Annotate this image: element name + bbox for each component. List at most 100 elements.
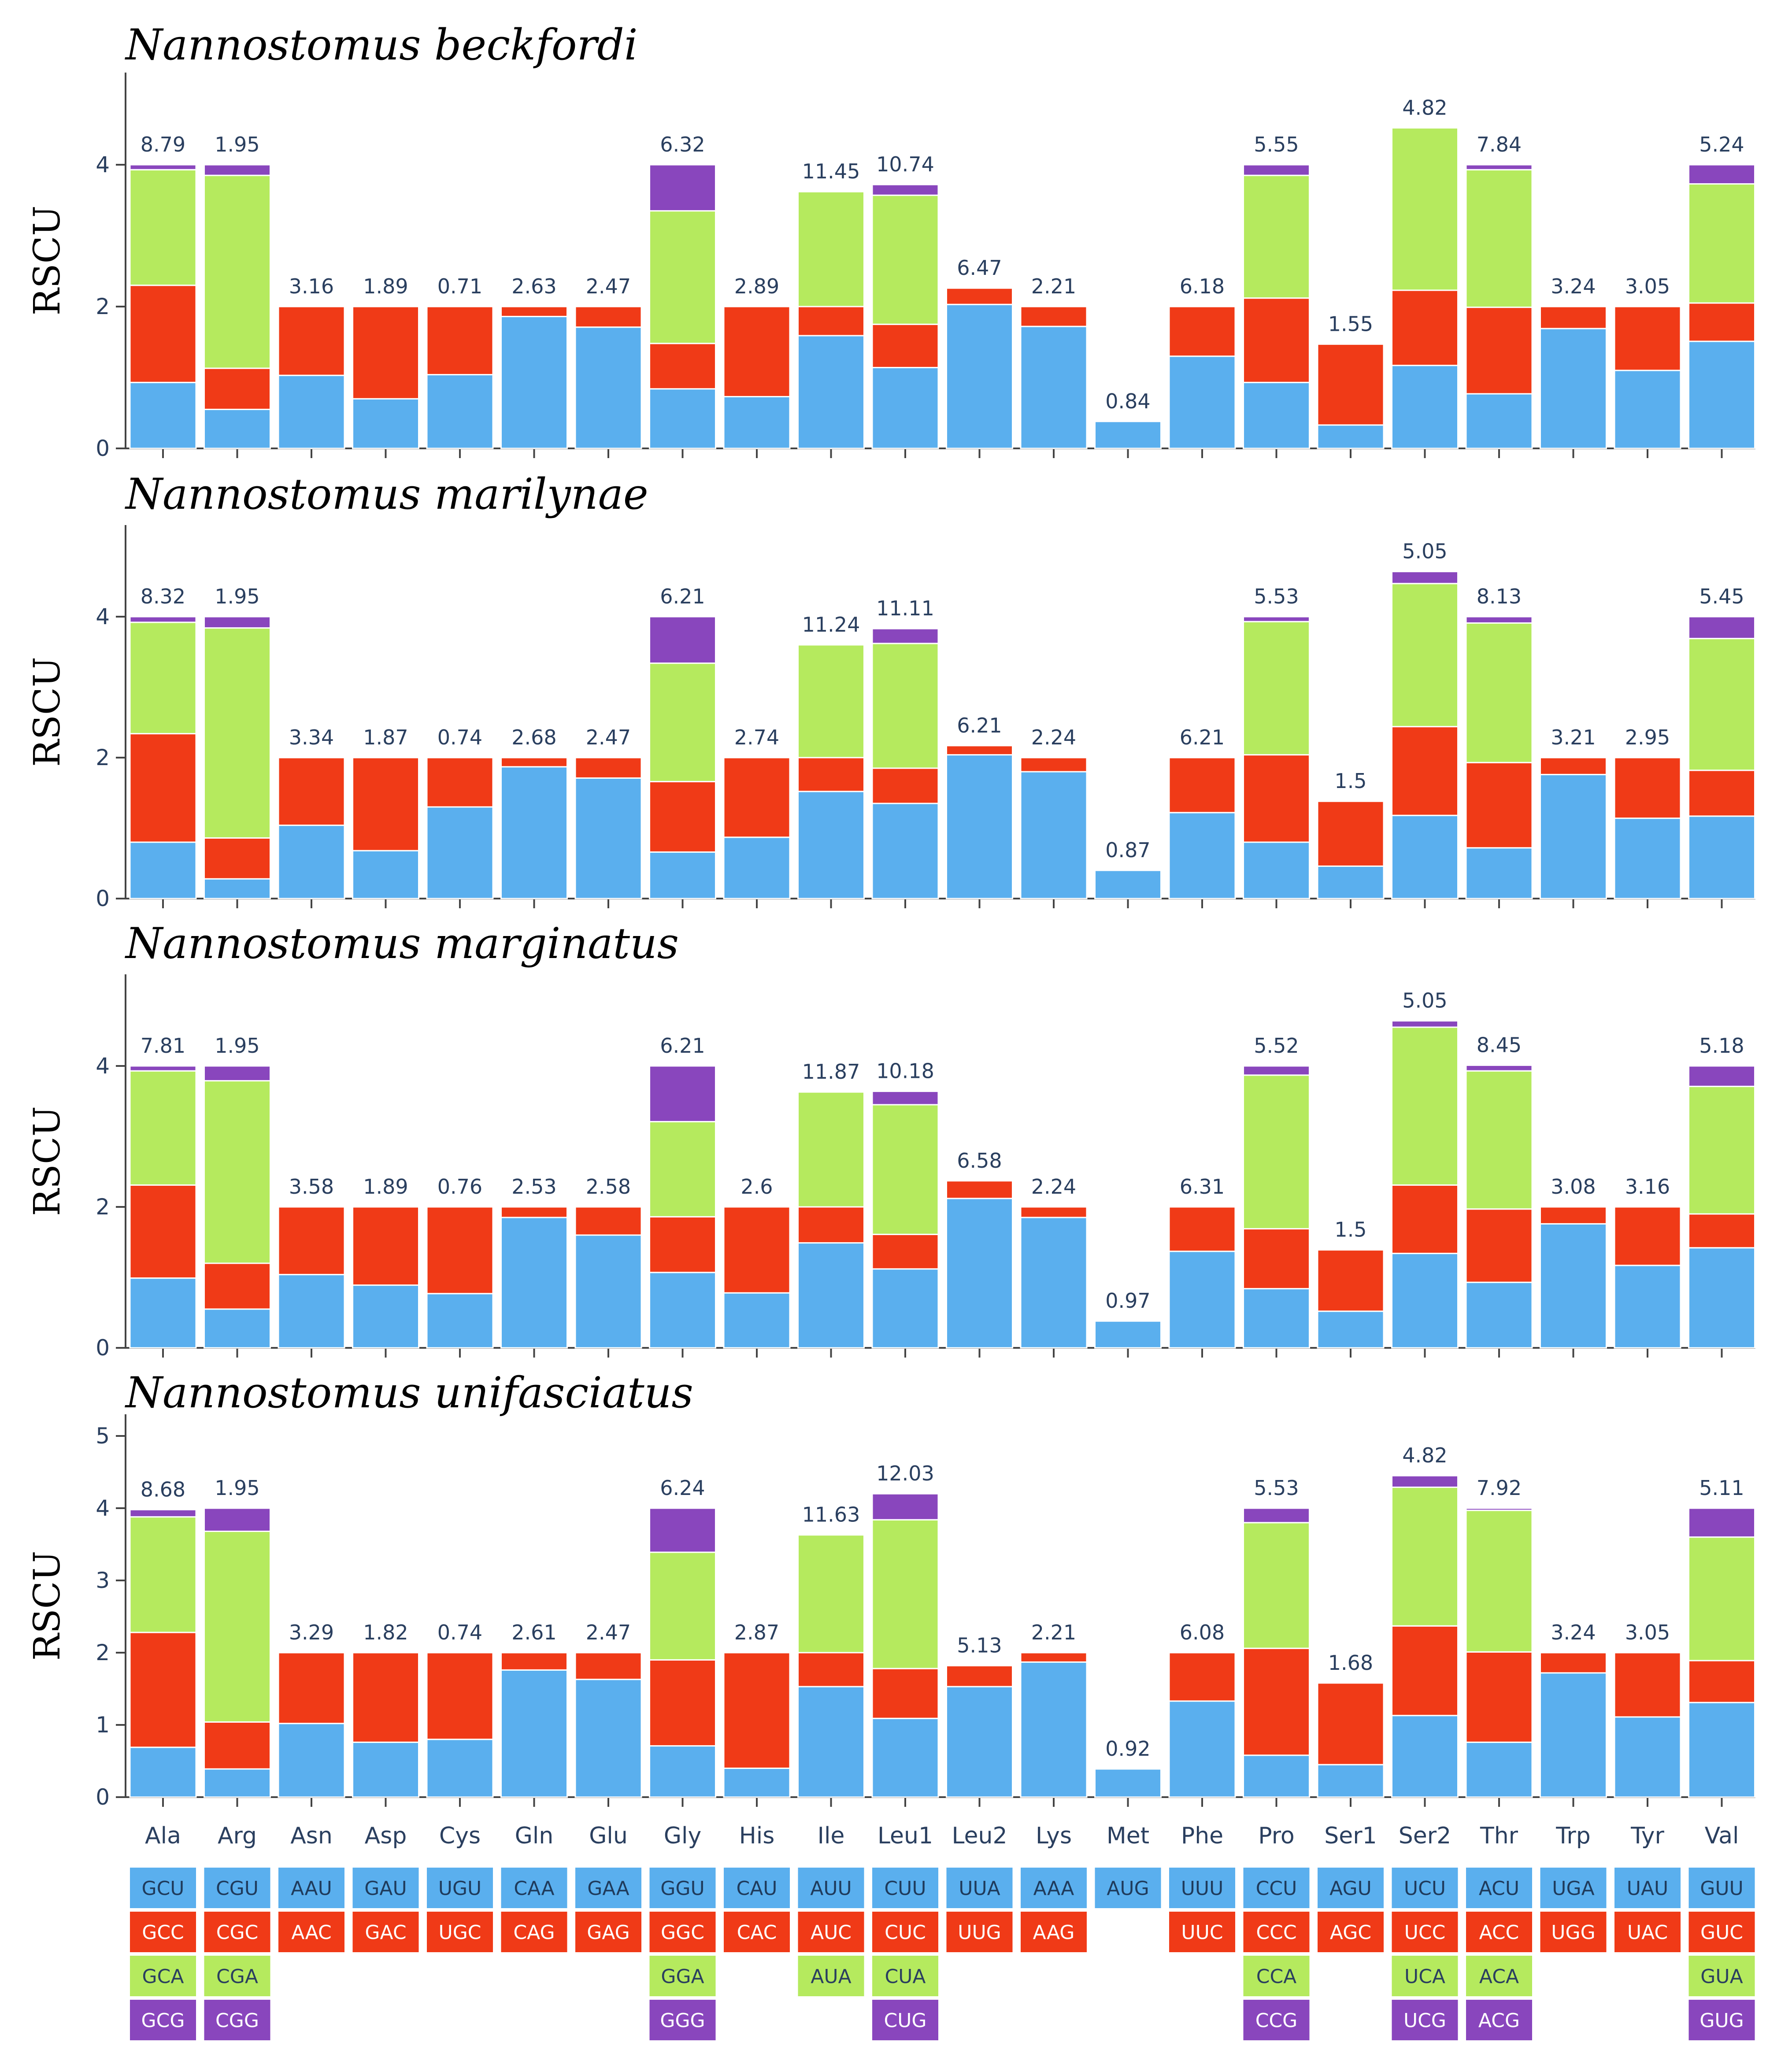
bar-segment-ucu — [1391, 365, 1459, 449]
bar-segment-gga — [649, 210, 716, 344]
bar-segment-uuc — [1168, 306, 1236, 357]
codon-box — [1466, 1912, 1532, 1952]
bar-segment-uac — [1614, 306, 1681, 371]
bar-segment-aac — [278, 1206, 345, 1276]
bar-segment-ucc — [1391, 289, 1459, 366]
bar-his: 2.6 — [723, 1175, 791, 1349]
bar-segment-cgc — [204, 1262, 271, 1310]
bar-segment-ucg — [1391, 571, 1459, 585]
codon-box — [872, 1912, 938, 1952]
bar-arg: 1.95 — [204, 585, 271, 899]
bar-segment-uug — [946, 1665, 1013, 1687]
bar-segment-gcu — [129, 1277, 197, 1349]
bar-segment-guu — [1688, 340, 1755, 449]
bar-segment-cag — [500, 1652, 568, 1671]
codon-label-aug: AUG — [1107, 1877, 1149, 1900]
bar-ile: 11.63 — [797, 1503, 865, 1798]
codon-box — [1169, 1912, 1235, 1952]
codon-box — [278, 1868, 344, 1908]
bar-segment-agc — [1317, 800, 1385, 867]
total-label: 11.87 — [802, 1060, 860, 1084]
bar-segment-cag — [500, 306, 568, 318]
total-label: 1.82 — [363, 1621, 408, 1644]
codon-box — [872, 1868, 938, 1908]
bar-segment-aca — [1465, 622, 1533, 763]
bar-segment-ggc — [649, 1659, 716, 1747]
bar-ala: 8.32 — [129, 585, 197, 899]
total-label: 5.55 — [1254, 133, 1299, 156]
bar-segment-gca — [129, 1070, 197, 1186]
x-tick-label-phe: Phe — [1181, 1823, 1223, 1849]
bar-segment-caa — [500, 316, 568, 449]
bar-segment-uua — [946, 754, 1013, 899]
bar-met: 0.84 — [1094, 389, 1162, 449]
codon-box — [1392, 1912, 1458, 1952]
codon-label-agu: AGU — [1329, 1877, 1372, 1900]
bar-segment-gcc — [129, 1632, 197, 1748]
bar-segment-cgg — [204, 164, 271, 176]
bar-segment-ucg — [1391, 1020, 1459, 1028]
bar-segment-cug — [871, 1493, 939, 1521]
codon-label-cau: CAU — [736, 1877, 777, 1900]
bar-segment-cca — [1243, 621, 1310, 756]
codon-label-cac: CAC — [737, 1921, 777, 1944]
bar-segment-agc — [1317, 1682, 1385, 1765]
bar-trp: 3.24 — [1540, 1621, 1607, 1798]
total-label: 2.6 — [741, 1175, 773, 1199]
y-tick-label: 0 — [96, 436, 110, 461]
total-label: 2.63 — [511, 274, 556, 298]
codon-label-acg: ACG — [1478, 2009, 1520, 2032]
bar-segment-acg — [1465, 1064, 1533, 1072]
total-label: 6.24 — [660, 1476, 705, 1500]
bar-phe: 6.08 — [1168, 1621, 1236, 1798]
bar-segment-aug — [1094, 1768, 1162, 1798]
total-label: 2.53 — [511, 1175, 556, 1199]
bar-segment-aag — [1020, 306, 1088, 327]
bar-met: 0.97 — [1094, 1289, 1162, 1349]
bar-segment-ugg — [1540, 757, 1607, 775]
codon-box — [1688, 2000, 1755, 2040]
total-label: 6.31 — [1180, 1175, 1225, 1199]
bar-segment-uca — [1391, 583, 1459, 728]
y-tick-label: 2 — [96, 1194, 110, 1220]
codon-label-gga: GGA — [661, 1965, 704, 1988]
bar-segment-uuc — [1168, 1206, 1236, 1252]
total-label: 5.24 — [1699, 133, 1744, 156]
bar-segment-acu — [1465, 1741, 1533, 1798]
bar-segment-cgu — [204, 1768, 271, 1798]
total-label: 2.21 — [1031, 274, 1076, 298]
codon-box — [1169, 1868, 1235, 1908]
bar-segment-uuc — [1168, 757, 1236, 814]
total-label: 11.63 — [802, 1503, 860, 1527]
bar-segment-aac — [278, 1652, 345, 1724]
bar-segment-aau — [278, 825, 345, 899]
bar-segment-aug — [1094, 870, 1162, 899]
bar-segment-acu — [1465, 847, 1533, 899]
bar-segment-acg — [1465, 164, 1533, 170]
bar-arg: 1.95 — [204, 133, 271, 449]
total-label: 7.84 — [1477, 133, 1522, 156]
bar-leu1: 11.11 — [871, 596, 939, 899]
bar-segment-auc — [797, 757, 865, 792]
bar-glu: 2.47 — [574, 1621, 642, 1798]
x-tick-label-ile: Ile — [818, 1823, 845, 1849]
codon-box — [204, 1912, 270, 1952]
total-label: 8.79 — [141, 133, 185, 156]
bar-segment-ccc — [1243, 754, 1310, 843]
bar-segment-ggc — [649, 1216, 716, 1273]
bar-segment-uga — [1540, 328, 1607, 449]
total-label: 3.16 — [289, 274, 334, 298]
codon-box — [1392, 1868, 1458, 1908]
total-label: 0.71 — [437, 274, 482, 298]
bar-segment-cua — [871, 1104, 939, 1235]
codon-label-gcu: GCU — [141, 1877, 184, 1900]
codon-box — [798, 1868, 864, 1908]
codon-label-ggc: GGC — [661, 1921, 704, 1944]
total-label: 2.95 — [1625, 725, 1670, 749]
bar-segment-uac — [1614, 1652, 1681, 1718]
bar-segment-ugg — [1540, 306, 1607, 329]
bar-segment-acc — [1465, 762, 1533, 849]
bar-segment-aaa — [1020, 1661, 1088, 1798]
codon-box — [1614, 1912, 1681, 1952]
bar-pro: 5.52 — [1243, 1034, 1310, 1349]
